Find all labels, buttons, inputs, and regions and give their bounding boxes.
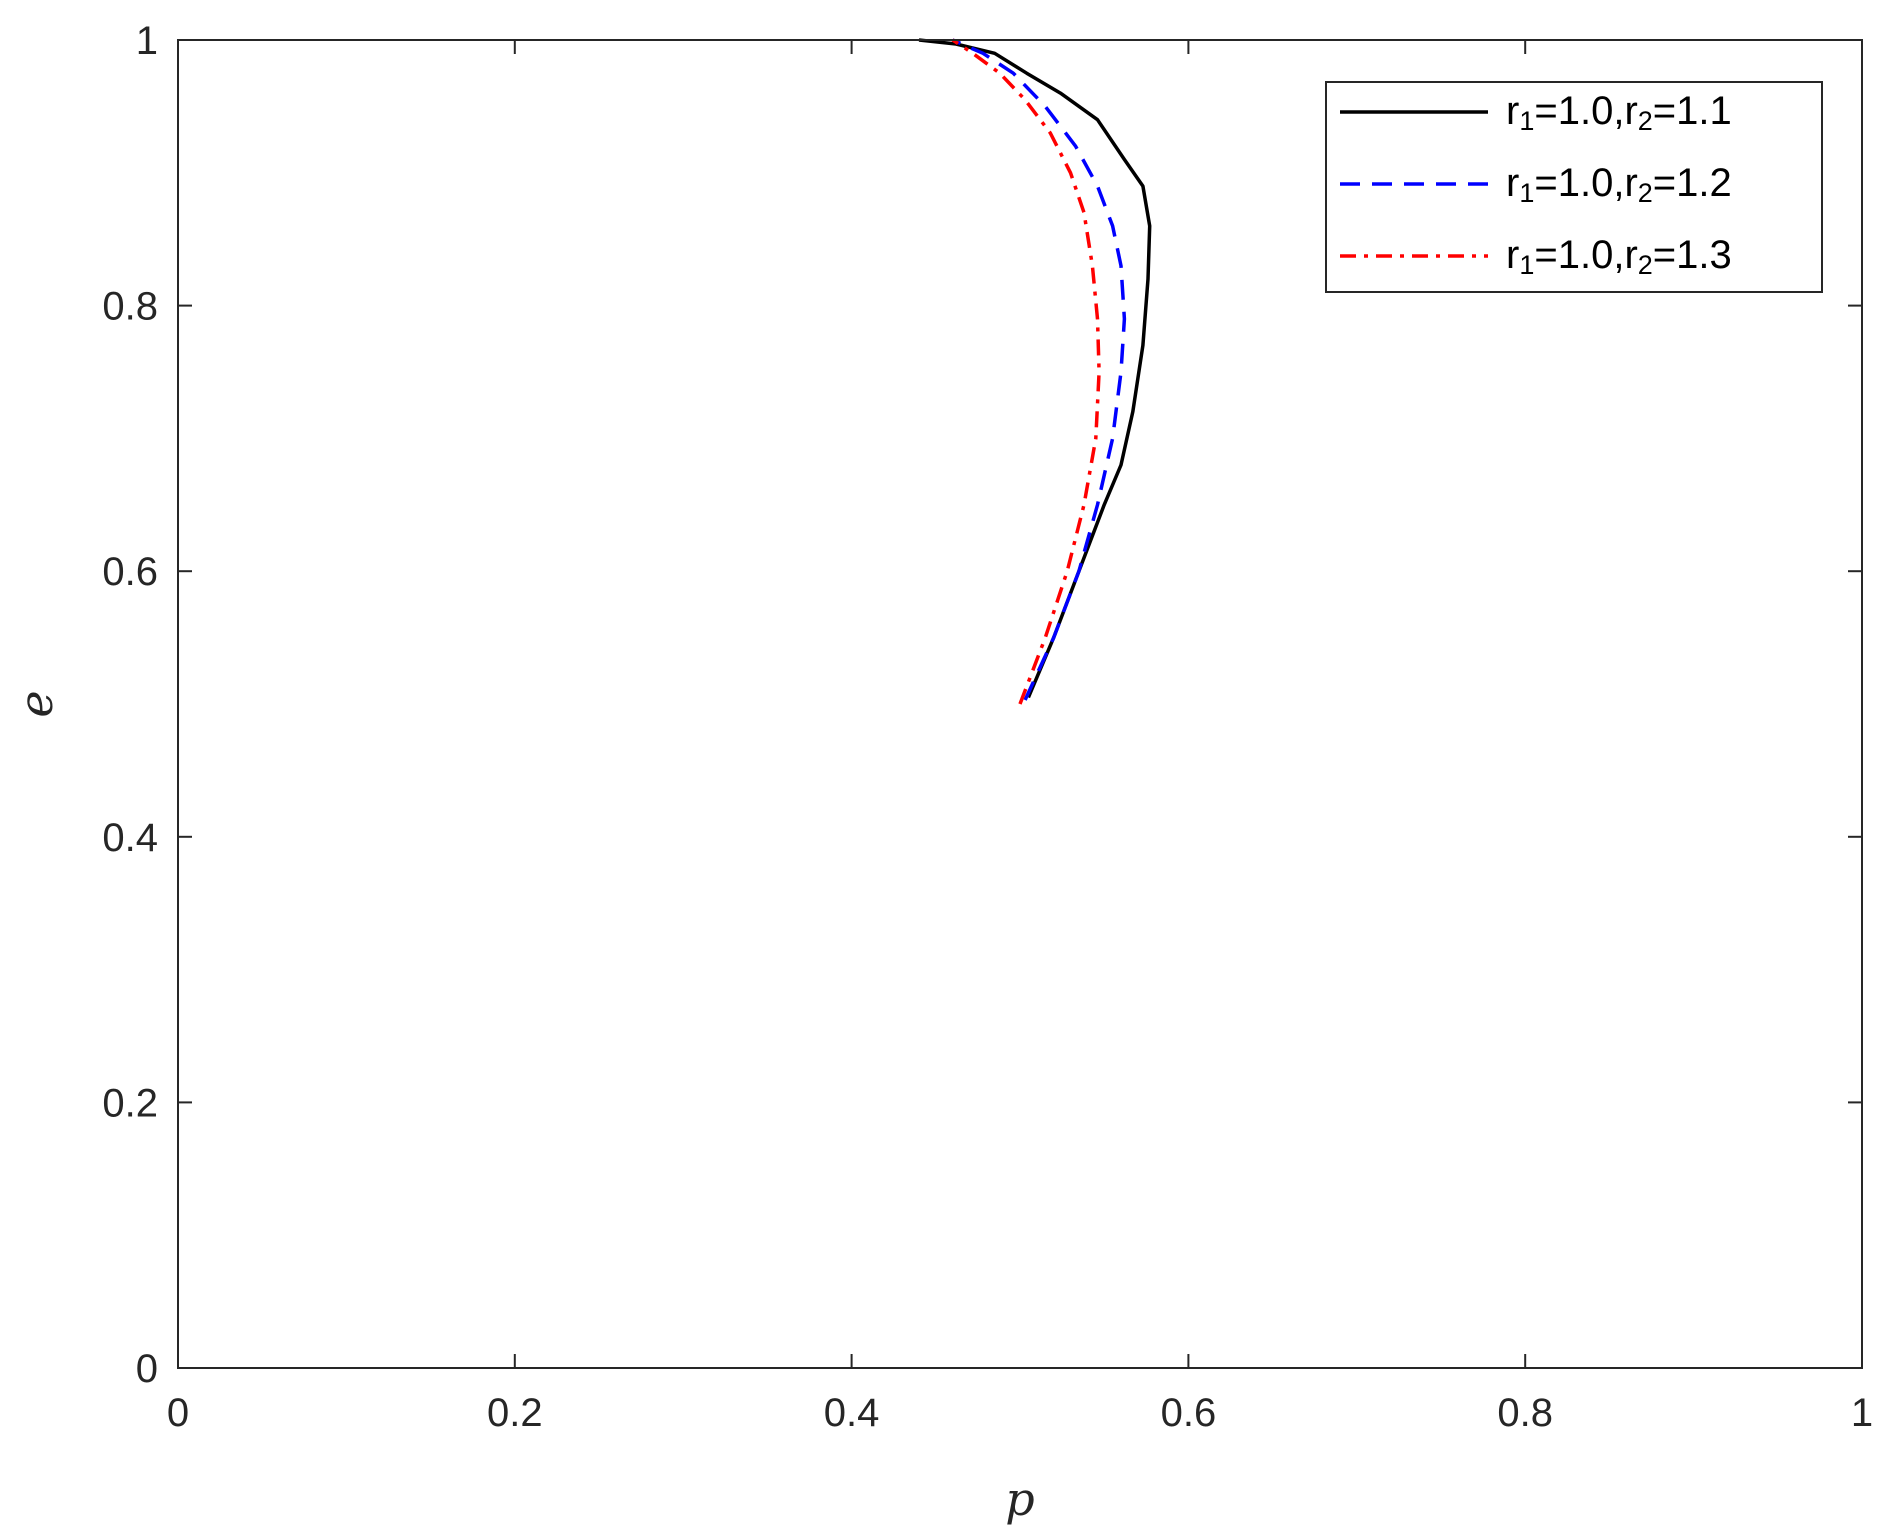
series-layer — [918, 38, 1152, 705]
legend-label-1: r1=1.0,r2=1.1 — [1506, 89, 1732, 136]
y-tick-label: 0.6 — [102, 550, 158, 594]
x-tick-label: 0.8 — [1497, 1391, 1553, 1435]
y-tick-label: 0.2 — [102, 1081, 158, 1125]
y-tick-label: 0 — [136, 1347, 158, 1391]
series-line-1 — [918, 38, 1152, 699]
y-tick-label: 0.8 — [102, 285, 158, 329]
y-axis-label: e — [9, 690, 63, 717]
series-line-2 — [951, 38, 1127, 701]
x-tick-label: 0 — [167, 1391, 189, 1435]
x-tick-label: 0.4 — [824, 1391, 880, 1435]
legend: r1=1.0,r2=1.1 r1=1.0,r2=1.2 r1=1.0,r2=1.3 — [1325, 81, 1823, 293]
y-tick-label: 0.4 — [102, 816, 158, 860]
x-tick-label: 0.2 — [487, 1391, 543, 1435]
ticks-layer: 0 0.2 0.4 0.6 0.8 1 0 0.2 0.4 0.6 0.8 1 — [102, 19, 1873, 1435]
x-tick-label: 0.6 — [1161, 1391, 1217, 1435]
x-tick-label: 1 — [1851, 1391, 1873, 1435]
legend-box — [1325, 81, 1823, 293]
x-axis-label: p — [1005, 1472, 1034, 1526]
legend-label-3: r1=1.0,r2=1.3 — [1506, 233, 1732, 280]
series-line-3 — [951, 38, 1101, 705]
legend-label-2: r1=1.0,r2=1.2 — [1506, 161, 1732, 208]
plot-frame — [177, 39, 1863, 1369]
y-tick-label: 1 — [136, 19, 158, 63]
